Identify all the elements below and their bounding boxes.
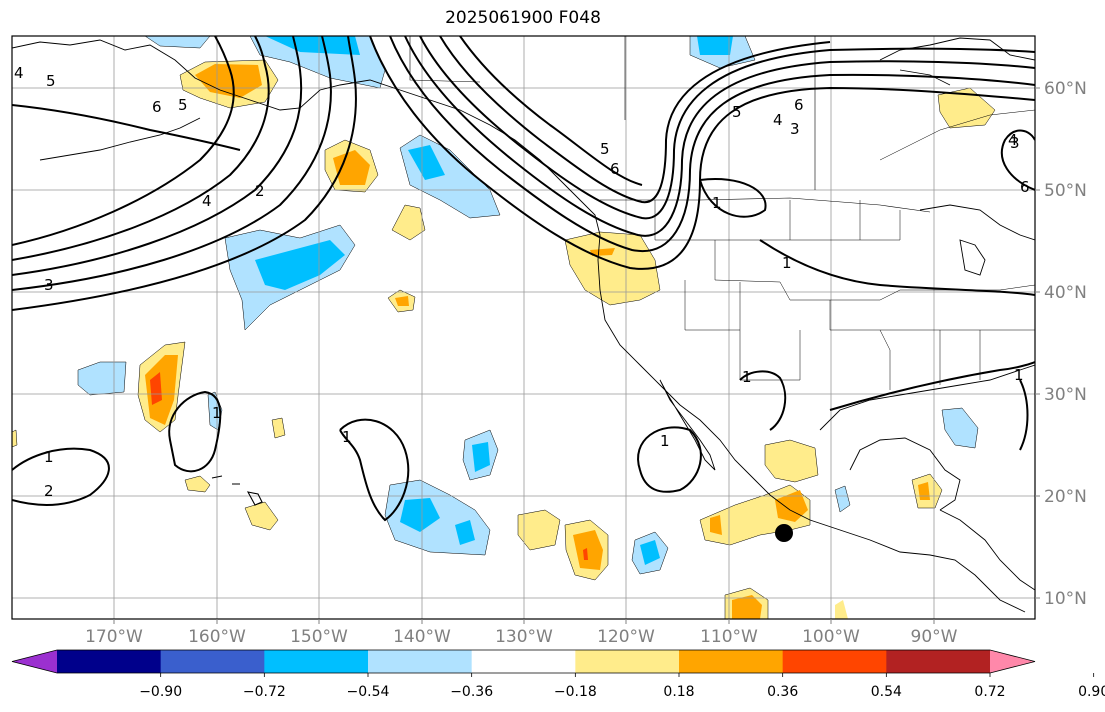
contour-label: 4: [773, 111, 783, 129]
colorbar-tick-label: 0.18: [663, 684, 694, 700]
contour-label: 5: [46, 72, 56, 90]
colorbar-segment: [782, 650, 887, 673]
contour-label: 1: [212, 404, 222, 422]
colorbar-segment: [679, 650, 784, 673]
contour-label: 6: [152, 98, 162, 116]
coastlines: [12, 36, 1035, 613]
colorbar-tick-label: 0.54: [871, 684, 902, 700]
contour-labels: 4 5 3 6 5 4 2 3 5 6 5 4 3 6 1 1 1 1 1 1 …: [14, 64, 1030, 500]
lat-label: 40°N: [1044, 283, 1087, 303]
contour-label: 1: [44, 448, 54, 466]
colorbar-tick-label: 0.72: [974, 684, 1005, 700]
lon-label: 150°W: [290, 627, 348, 647]
location-marker: [775, 524, 793, 542]
contour-label: 5: [178, 96, 188, 114]
lon-label: 170°W: [85, 627, 143, 647]
lon-label: 120°W: [597, 627, 655, 647]
contour-label: 1: [1014, 366, 1024, 384]
colorbar-segment: [264, 650, 369, 673]
longitude-labels: 170°W 160°W 150°W 140°W 130°W 120°W 110°…: [85, 627, 958, 647]
contour-label: 3: [44, 276, 54, 294]
contour-label: 2: [255, 182, 265, 200]
contour-label: 5: [732, 103, 742, 121]
contour-label: 4: [1008, 131, 1018, 149]
lon-label: 90°W: [911, 627, 958, 647]
latitude-labels: 60°N 50°N 40°N 30°N 20°N 10°N: [1044, 79, 1087, 609]
lat-label: 30°N: [1044, 385, 1087, 405]
lat-label: 20°N: [1044, 487, 1087, 507]
colorbar-tick-label: 0.90: [1078, 684, 1105, 700]
gridlines: [12, 36, 1035, 619]
colorbar-tick-label: −0.72: [243, 684, 286, 700]
contour-label: 1: [712, 194, 722, 212]
colorbar-tick-label: −0.90: [139, 684, 182, 700]
colorbar-tick-label: −0.36: [450, 684, 493, 700]
colorbar-tick-label: −0.54: [347, 684, 390, 700]
contour-label: 1: [660, 432, 670, 450]
contour-label: 1: [342, 428, 352, 446]
map-title: 2025061900 F048: [445, 8, 601, 28]
lon-label: 140°W: [393, 627, 451, 647]
colorbar-segment: [160, 650, 265, 673]
colorbar-tick-label: 0.36: [767, 684, 798, 700]
contour-label: 3: [1010, 134, 1020, 152]
colorbar-extend-low: [12, 650, 57, 673]
colorbar-extend-high: [990, 650, 1035, 673]
lon-label: 100°W: [802, 627, 860, 647]
colorbar-segment: [471, 650, 576, 673]
lat-label: 60°N: [1044, 79, 1087, 99]
contour-label: 5: [600, 140, 610, 158]
colorbar-tick-label: −0.18: [554, 684, 597, 700]
lon-label: 110°W: [700, 627, 758, 647]
lat-label: 50°N: [1044, 181, 1087, 201]
lon-label: 130°W: [495, 627, 553, 647]
lat-label: 10°N: [1044, 589, 1087, 609]
contour-label: 6: [610, 160, 620, 178]
colorbar-segment: [57, 650, 162, 673]
height-contours: [12, 36, 1035, 522]
contour-label: 6: [1020, 178, 1030, 196]
colorbar-segment: [575, 650, 680, 673]
contour-label: 1: [742, 368, 752, 386]
contour-label: 2: [44, 482, 54, 500]
contour-label: 3: [790, 120, 800, 138]
contour-label: 4: [202, 192, 212, 210]
colorbar-outline: [11, 649, 1036, 674]
colorbar: −0.90 −0.72 −0.54 −0.36 −0.18 0.18 0.36 0.54 0.7…: [11, 649, 1105, 700]
colorbar-segment: [886, 650, 991, 673]
lon-label: 160°W: [188, 627, 246, 647]
shaded-fields: [12, 36, 996, 619]
contour-label: 6: [794, 96, 804, 114]
axis-ticks: [113, 87, 1040, 624]
contour-label: 1: [782, 254, 792, 272]
contour-label: 4: [14, 64, 24, 82]
colorbar-segment: [368, 650, 473, 673]
